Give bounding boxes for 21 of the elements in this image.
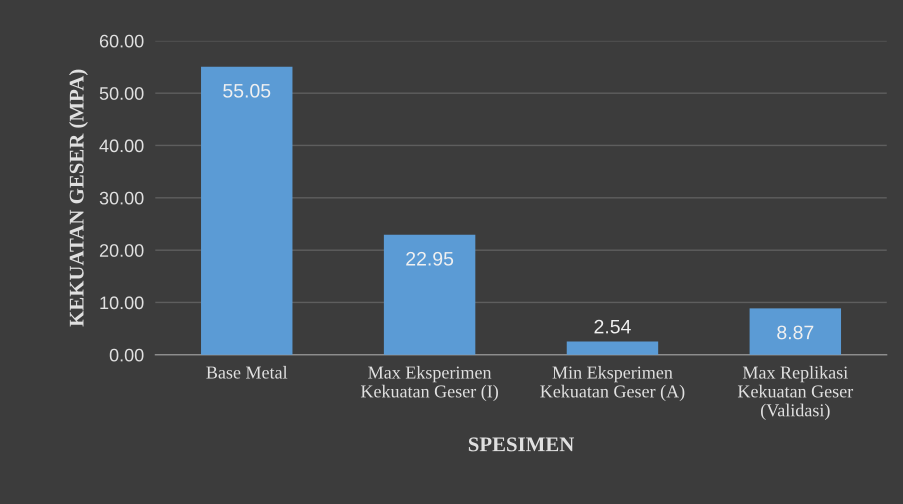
bar: [566, 342, 658, 355]
y-tick-label: 40.00: [99, 139, 144, 152]
y-tick-label: 50.00: [100, 87, 144, 100]
bar: [201, 66, 292, 355]
x-tick-label: Base Metal: [206, 366, 288, 379]
data-label: 22.95: [406, 252, 454, 266]
y-tick-label: 60.00: [100, 34, 144, 48]
x-tick-label: Max Replikasi Kekuatan Geser (Validasi): [738, 366, 854, 420]
data-label: 8.87: [777, 326, 814, 340]
bar: [750, 308, 842, 355]
x-tick-label: Min Eksperimen Kekuatan Geser (A): [540, 366, 684, 402]
data-label: 55.05: [223, 84, 270, 98]
data-label: 2.54: [594, 320, 631, 334]
y-tick-label: 0.00: [110, 348, 144, 362]
y-axis-title: KEKUATAN GESER (MPA): [69, 70, 88, 327]
bar: [384, 234, 476, 355]
x-axis-title: SPESIMEN: [468, 437, 574, 452]
y-tick-label: 30.00: [100, 192, 144, 205]
x-tick-label: Max Eksperimen Kekuatan Geser (I): [360, 366, 498, 402]
y-tick-label: 20.00: [100, 244, 144, 257]
y-tick-label: 10.00: [100, 296, 144, 310]
